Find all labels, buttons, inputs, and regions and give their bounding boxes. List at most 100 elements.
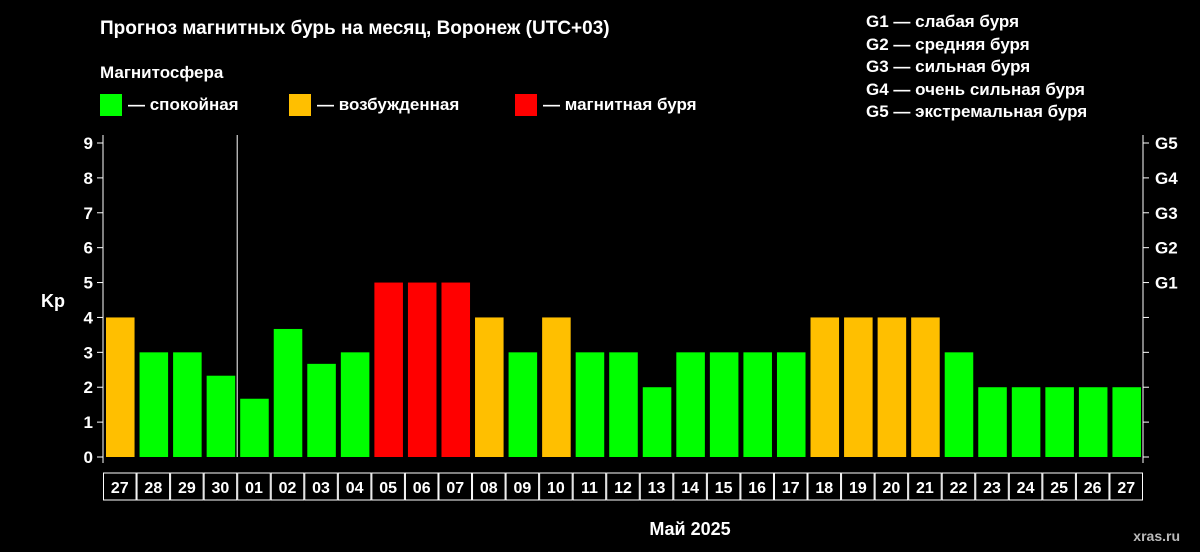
bar [743,352,772,457]
x-tick-box [337,472,372,501]
bar [676,352,705,457]
x-tick-box [371,472,405,501]
bar [911,317,940,457]
x-tick-box [539,472,573,501]
bar [1011,387,1041,457]
legend-label-excited: — возбужденная [317,95,460,114]
storm-level-g4: G4 — очень сильная буря [866,79,1085,99]
x-tick-label: 30 [212,480,230,497]
bar [441,282,471,457]
bar [810,317,840,457]
y-tick-label: 2 [84,378,93,397]
x-tick-label: 11 [581,480,598,497]
bar [374,282,403,457]
x-tick-box [438,472,473,501]
x-tick-box [237,472,271,501]
legend-swatch-excited [289,94,311,116]
bar [407,282,437,457]
bar [106,317,135,457]
x-tick-box [472,472,506,501]
x-tick-box [606,472,640,501]
bar [173,352,202,457]
y-tick-label: 4 [84,308,94,327]
x-tick-box [1109,472,1144,501]
y2-tick-label: G4 [1155,169,1178,188]
x-tick-box [639,472,674,501]
storm-level-list: G1 — слабая буря G2 — средняя буря G3 — … [866,11,1087,124]
x-tick-label: 26 [1084,480,1102,497]
x-tick-label: 06 [413,480,431,497]
bar [340,352,370,457]
x-tick-box [740,472,774,501]
y2-tick-label: G1 [1155,274,1178,293]
x-tick-box [203,472,238,501]
x-tick-box [404,472,439,501]
x-tick-label: 28 [144,480,162,497]
bar [709,352,739,457]
y-tick-label: 3 [84,343,93,362]
x-axis-label: Май 2025 [649,519,730,539]
x-tick-box [1008,472,1043,501]
x-tick-label: 16 [748,480,766,497]
watermark: xras.ru [1133,528,1180,544]
bar [575,352,605,457]
x-tick-box [841,472,875,501]
x-tick-box [270,472,305,501]
x-tick-label: 05 [379,480,397,497]
bar [609,352,638,457]
x-tick-label: 13 [648,480,666,497]
bar [307,363,336,457]
y2-tick-label: G3 [1155,204,1178,223]
x-tick-label: 07 [446,480,464,497]
x-tick-label: 01 [245,480,263,497]
storm-level-g5: G5 — экстремальная буря [866,102,1088,121]
x-tick-label: 08 [480,480,498,497]
x-tick-box [773,472,808,501]
x-tick-box [1075,472,1110,501]
x-tick-box [572,472,607,501]
legend-item-calm: — спокойная [100,94,239,116]
storm-level-g3: G3 — сильная буря [866,57,1031,76]
x-tick-label: 27 [111,480,129,497]
x-tick-label: 27 [1117,480,1135,497]
x-tick-box [874,472,909,501]
legend-label-calm: — спокойная [128,95,239,114]
bar [877,317,907,457]
bar [776,352,806,457]
x-tick-box [304,472,338,501]
y2-tick-label: G2 [1155,239,1178,258]
bar [642,387,672,457]
bar [1045,387,1074,457]
x-tick-label: 29 [178,480,196,497]
x-tick-label: 15 [715,480,733,497]
y2-tick-label: G5 [1155,134,1178,153]
x-tick-label: 23 [983,480,1001,497]
x-tick-box [1042,472,1076,501]
storm-level-g1: G1 — слабая буря [866,12,1020,31]
y-tick-label: 8 [84,169,93,188]
bar [508,352,538,457]
y-tick-label: 0 [84,448,93,467]
x-tick-label: 24 [1017,480,1035,497]
x-tick-box [136,472,171,501]
bar [978,387,1007,457]
x-tick-label: 14 [681,480,699,497]
x-tick-label: 03 [312,480,330,497]
y-tick-label: 5 [84,274,93,293]
y-axis-label: Kp [41,291,65,311]
y-tick-label: 1 [84,413,93,432]
y-tick-label: 9 [84,134,93,153]
y-tick-label: 6 [84,239,93,258]
chart-title: Прогноз магнитных бурь на месяц, Воронеж… [100,18,610,39]
x-tick-label: 02 [279,480,297,497]
x-tick-label: 04 [346,480,364,497]
bar [542,317,571,457]
legend-item-storm: — магнитная буря [515,94,697,116]
bar [139,352,169,457]
legend-swatch-calm [100,94,122,116]
x-tick-label: 25 [1050,480,1068,497]
x-tick-box [941,472,976,501]
bar [206,375,236,457]
x-tick-box [975,472,1009,501]
